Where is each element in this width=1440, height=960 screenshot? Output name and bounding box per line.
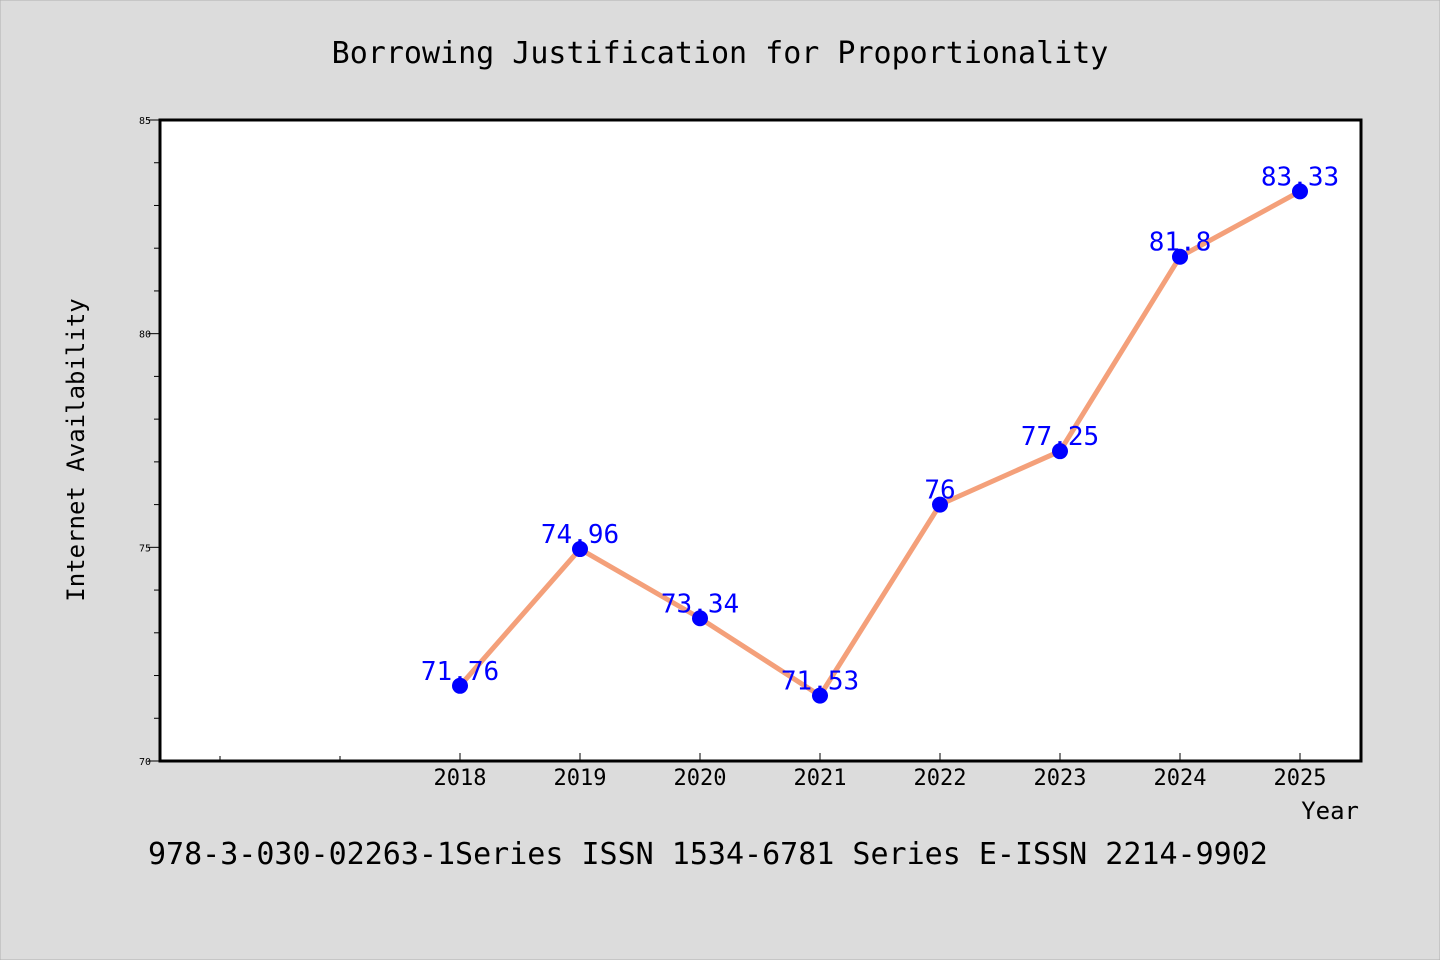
y-tick-label: 80 bbox=[139, 330, 151, 341]
data-point-marker bbox=[692, 610, 708, 627]
data-value-label: 71.76 bbox=[421, 657, 499, 687]
chart-title: Borrowing Justification for Proportional… bbox=[332, 36, 1109, 71]
x-tick-label: 2023 bbox=[1034, 766, 1087, 791]
x-tick-label: 2024 bbox=[1154, 766, 1207, 791]
data-value-label: 77.25 bbox=[1021, 422, 1099, 452]
x-axis-label: Year bbox=[1301, 797, 1359, 825]
data-value-label: 76 bbox=[924, 476, 955, 506]
data-value-label: 81.8 bbox=[1149, 228, 1212, 258]
data-value-label: 73.34 bbox=[661, 589, 739, 619]
data-point-marker bbox=[452, 677, 468, 694]
data-point-marker bbox=[932, 496, 948, 513]
y-tick-label: 75 bbox=[139, 543, 151, 554]
data-point-marker bbox=[572, 541, 588, 558]
data-value-label: 71.53 bbox=[781, 667, 859, 697]
data-value-label: 83.33 bbox=[1261, 162, 1339, 192]
data-point-marker bbox=[1292, 183, 1308, 200]
data-labels-group: 71.76 74.96 73.34 71.53 76 77.25 81.8 83.33 bbox=[421, 162, 1339, 696]
x-tick-label: 2025 bbox=[1274, 766, 1327, 791]
series-line-group bbox=[457, 188, 1303, 699]
y-axis-ticks: 70 75 80 85 bbox=[139, 116, 160, 768]
x-tick-label: 2019 bbox=[554, 766, 607, 791]
x-tick-label: 2021 bbox=[794, 766, 847, 791]
y-tick-label: 85 bbox=[139, 116, 151, 127]
data-point-marker bbox=[1172, 248, 1188, 265]
x-tick-label: 2022 bbox=[914, 766, 967, 791]
data-value-label: 74.96 bbox=[541, 520, 619, 550]
x-tick-label: 2020 bbox=[674, 766, 727, 791]
y-axis-label: Internet Availability bbox=[62, 298, 90, 601]
data-point-marker bbox=[812, 687, 828, 704]
y-tick-label: 70 bbox=[139, 757, 151, 768]
markers-group bbox=[452, 183, 1308, 704]
footer-issn-text: 978-3-030-02263-1Series ISSN 1534-6781 S… bbox=[148, 837, 1268, 872]
x-axis-ticks: 2018 2019 2020 2021 2022 2023 2024 2025 bbox=[219, 753, 1327, 791]
plot-area bbox=[158, 118, 1363, 763]
x-tick-label: 2018 bbox=[434, 766, 487, 791]
data-point-marker bbox=[1052, 443, 1068, 460]
series-line bbox=[457, 188, 1303, 699]
